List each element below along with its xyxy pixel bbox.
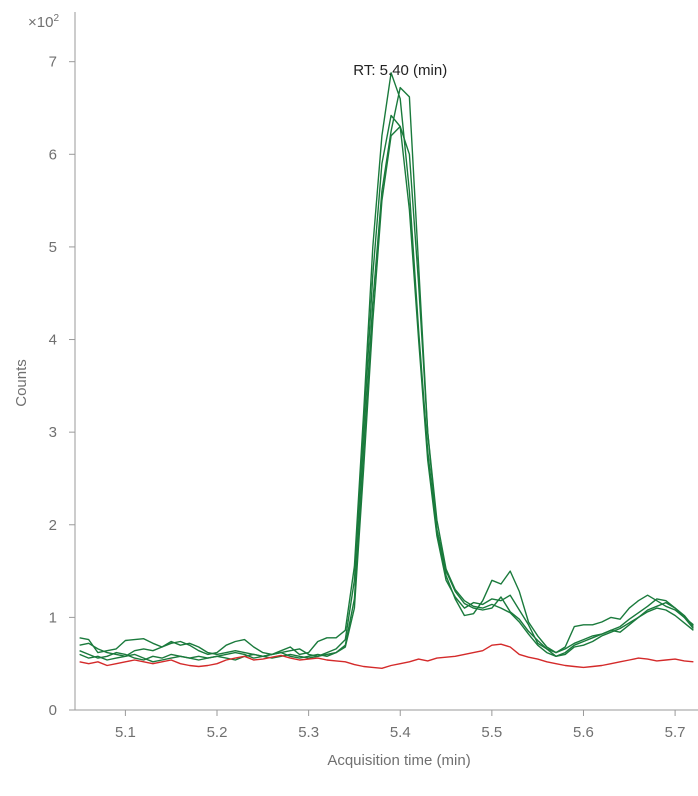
series-line-1 [79,72,694,656]
x-tick-label: 5.6 [573,724,594,741]
y-tick-label: 7 [49,54,57,71]
retention-time-annotation: RT: 5.40 (min) [353,62,447,79]
y-tick-label: 6 [49,146,57,163]
y-tick-label: 5 [49,239,57,256]
series-line-5 [79,643,694,669]
x-tick-label: 5.7 [665,724,686,741]
y-axis-multiplier: ×102 [28,13,59,31]
x-tick-label: 5.4 [390,724,411,741]
x-tick-label: 5.1 [115,724,136,741]
x-axis-ticks: 5.1 5.2 5.3 5.4 5.5 5.6 5.7 [115,710,686,741]
y-tick-label: 0 [49,702,57,719]
series-line-3 [79,86,694,661]
x-tick-label: 5.2 [207,724,228,741]
x-tick-label: 5.5 [481,724,502,741]
y-tick-label: 2 [49,517,57,534]
series-layer [79,72,694,669]
y-axis-ticks: 0 1 2 3 4 5 6 7 [49,54,75,719]
y-tick-label: 1 [49,609,57,626]
y-tick-label: 4 [49,332,57,349]
y-tick-label: 3 [49,424,57,441]
x-axis-title: Acquisition time (min) [327,752,470,769]
series-line-4 [79,125,694,663]
y-axis-title: Counts [13,359,30,407]
x-tick-label: 5.3 [298,724,319,741]
series-line-2 [79,114,694,657]
